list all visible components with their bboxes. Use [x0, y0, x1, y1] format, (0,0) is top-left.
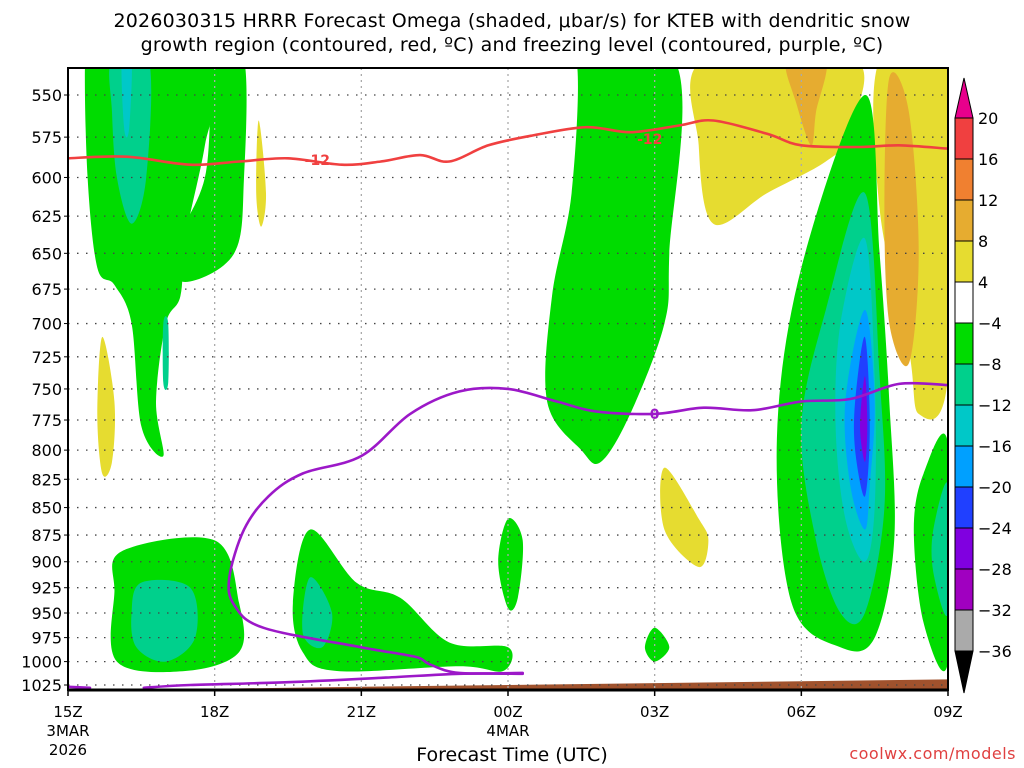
colorbar-label: 16	[978, 150, 998, 169]
contour-label: -12	[305, 153, 330, 169]
y-tick-label: 800	[31, 441, 62, 460]
y-tick-label: 775	[31, 411, 62, 430]
terrain-ground	[68, 679, 948, 690]
colorbar-bin	[954, 486, 974, 529]
colorbar-bin	[954, 363, 974, 406]
omega-region-upper-sinking-core	[785, 68, 827, 146]
y-tick-label: 850	[31, 499, 62, 518]
omega-region-low-level-ascent-b-core	[302, 577, 333, 649]
colorbar-bin	[954, 240, 974, 283]
y-axis: 550 575 600 625 650 675 700 725 750 775 800 825 850 8…	[21, 68, 69, 695]
contour-label: 0	[650, 407, 660, 423]
omega-region-low-level-ascent-b	[292, 529, 513, 672]
contour-freezing-level-0c	[68, 685, 92, 690]
omega-region-upper-sinking-region	[690, 68, 865, 226]
colorbar-bin	[954, 281, 974, 324]
colorbar-bin	[954, 568, 974, 611]
omega-region-sinking-sliver-2	[97, 336, 116, 477]
y-tick-label: 950	[31, 604, 62, 623]
x-tick-year: 2026	[49, 741, 87, 759]
credit-link[interactable]: coolwx.com/models	[849, 744, 1016, 763]
omega-region-00z-small-ascent	[498, 518, 524, 611]
y-tick-label: 1025	[21, 676, 62, 695]
omega-region-small-ascent-lobe	[162, 316, 169, 391]
x-axis-title: Forecast Time (UTC)	[416, 744, 608, 766]
y-tick-label: 550	[31, 86, 62, 105]
y-tick-label: 925	[31, 579, 62, 598]
contour-label: -12	[637, 132, 662, 148]
grid-lines	[68, 68, 948, 690]
y-tick-label: 700	[31, 315, 62, 334]
omega-region-low-level-ascent-a-core	[131, 579, 198, 662]
y-tick-label: 675	[31, 280, 62, 299]
x-tick-label: 06Z	[787, 703, 816, 721]
colorbar-label: −12	[978, 396, 1012, 415]
omega-region-03z-sinking	[660, 467, 709, 568]
omega-region-03z-small-ascent	[644, 627, 670, 662]
omega-region-06z-ascent-28	[860, 376, 868, 462]
y-tick-label: 650	[31, 244, 62, 263]
x-tick-date: 3MAR	[46, 722, 89, 740]
y-tick-label: 600	[31, 168, 62, 187]
y-tick-label: 1000	[21, 653, 62, 672]
y-tick-label: 975	[31, 629, 62, 648]
colorbar-bin	[954, 322, 974, 365]
x-tick-label: 21Z	[347, 703, 376, 721]
colorbar-arrow-max	[954, 77, 974, 119]
omega-region-midday-ascent-column	[545, 68, 683, 465]
colorbar-label: −8	[978, 355, 1002, 374]
x-tick-date: 4MAR	[486, 722, 529, 740]
colorbar-bin	[954, 527, 974, 570]
colorbar-label: 20	[978, 109, 998, 128]
colorbar-label: 4	[978, 273, 988, 292]
contour-lines: -12 -12 0	[68, 118, 948, 690]
colorbar: 20 16 12 8 4 −4 −8 −12 −16 −20 −24 −28 −32 −36	[954, 77, 1012, 694]
y-tick-label: 625	[31, 207, 62, 226]
colorbar-label: −16	[978, 437, 1012, 456]
colorbar-label: 8	[978, 232, 988, 251]
colorbar-label: 12	[978, 191, 998, 210]
colorbar-label: −36	[978, 642, 1012, 661]
colorbar-bin	[954, 445, 974, 488]
y-tick-label: 725	[31, 348, 62, 367]
colorbar-label: −24	[978, 519, 1012, 538]
colorbar-bin	[954, 117, 974, 160]
chart-title-line-2: growth region (contoured, red, ºC) and f…	[140, 34, 884, 56]
y-tick-label: 575	[31, 128, 62, 147]
colorbar-label: −32	[978, 601, 1012, 620]
y-tick-label: 875	[31, 526, 62, 545]
omega-region-sinking-sliver-1	[256, 120, 267, 227]
y-tick-label: 900	[31, 553, 62, 572]
y-tick-label: 825	[31, 470, 62, 489]
colorbar-label: −20	[978, 478, 1012, 497]
omega-region-right-branch	[169, 68, 247, 282]
omega-region-right-edge-ascent	[913, 433, 948, 672]
contour-dendritic-growth-12c	[68, 118, 948, 167]
colorbar-bin	[954, 158, 974, 201]
omega-region-right-edge-ascent-core	[931, 482, 948, 616]
x-tick-label: 00Z	[493, 703, 522, 721]
x-tick-label: 03Z	[640, 703, 669, 721]
y-tick-label: 750	[31, 380, 62, 399]
colorbar-bin	[954, 609, 974, 652]
contour-freezing-level-0c	[227, 381, 948, 675]
omega-region-upper-left-inner-core	[121, 68, 132, 138]
omega-region-upper-left-ascent-core	[109, 68, 152, 224]
colorbar-arrow-min	[954, 650, 974, 694]
x-tick-label: 18Z	[200, 703, 229, 721]
colorbar-bin	[954, 404, 974, 447]
x-tick-label: 09Z	[933, 703, 962, 721]
chart-title-line-1: 2026030315 HRRR Forecast Omega (shaded, …	[113, 10, 911, 32]
colorbar-label: −4	[978, 314, 1002, 333]
colorbar-label: −28	[978, 560, 1012, 579]
colorbar-bin	[954, 199, 974, 242]
x-tick-label: 15Z	[53, 703, 82, 721]
terrain-fill	[68, 679, 948, 690]
